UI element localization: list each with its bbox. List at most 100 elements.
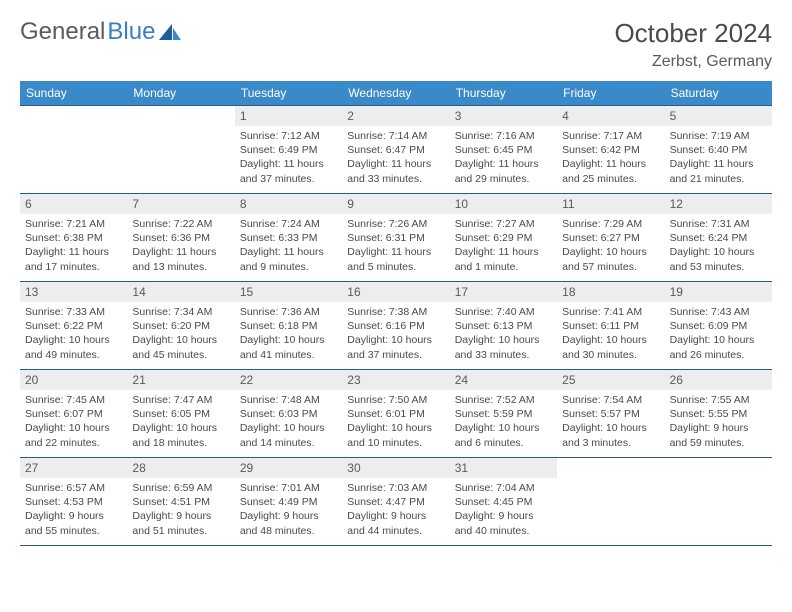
day-content: Sunrise: 7:43 AMSunset: 6:09 PMDaylight:… — [665, 302, 772, 368]
weekday-header: Tuesday — [235, 81, 250, 105]
day-number: 26 — [665, 370, 772, 390]
day-cell: 11Sunrise: 7:29 AMSunset: 6:27 PMDayligh… — [557, 194, 664, 282]
day-content: Sunrise: 6:59 AMSunset: 4:51 PMDaylight:… — [127, 478, 234, 544]
day-content: Sunrise: 7:33 AMSunset: 6:22 PMDaylight:… — [20, 302, 127, 368]
weekday-header: Sunday — [20, 81, 35, 105]
empty-cell — [665, 458, 772, 546]
day-number: 24 — [450, 370, 557, 390]
day-cell: 26Sunrise: 7:55 AMSunset: 5:55 PMDayligh… — [665, 370, 772, 458]
day-cell: 7Sunrise: 7:22 AMSunset: 6:36 PMDaylight… — [127, 194, 234, 282]
day-number: 3 — [450, 106, 557, 126]
day-content: Sunrise: 7:27 AMSunset: 6:29 PMDaylight:… — [450, 214, 557, 280]
day-cell: 8Sunrise: 7:24 AMSunset: 6:33 PMDaylight… — [235, 194, 342, 282]
day-number: 27 — [20, 458, 127, 478]
day-number: 22 — [235, 370, 342, 390]
day-number: 31 — [450, 458, 557, 478]
day-number: 11 — [557, 194, 664, 214]
calendar-page: GeneralBlue October 2024 Zerbst, Germany… — [0, 0, 792, 546]
day-cell: 16Sunrise: 7:38 AMSunset: 6:16 PMDayligh… — [342, 282, 449, 370]
day-number: 14 — [127, 282, 234, 302]
empty-cell — [557, 458, 664, 546]
day-number: 2 — [342, 106, 449, 126]
day-number: 18 — [557, 282, 664, 302]
day-cell: 6Sunrise: 7:21 AMSunset: 6:38 PMDaylight… — [20, 194, 127, 282]
day-number: 8 — [235, 194, 342, 214]
empty-cell — [20, 106, 127, 194]
day-number: 16 — [342, 282, 449, 302]
weekday-header: Monday — [127, 81, 142, 105]
day-content: Sunrise: 6:57 AMSunset: 4:53 PMDaylight:… — [20, 478, 127, 544]
month-title: October 2024 — [614, 18, 772, 49]
day-cell: 17Sunrise: 7:40 AMSunset: 6:13 PMDayligh… — [450, 282, 557, 370]
title-block: October 2024 Zerbst, Germany — [614, 18, 772, 71]
day-content: Sunrise: 7:40 AMSunset: 6:13 PMDaylight:… — [450, 302, 557, 368]
day-number: 19 — [665, 282, 772, 302]
day-content: Sunrise: 7:50 AMSunset: 6:01 PMDaylight:… — [342, 390, 449, 456]
day-number: 28 — [127, 458, 234, 478]
location: Zerbst, Germany — [614, 53, 772, 71]
day-number: 4 — [557, 106, 664, 126]
day-cell: 15Sunrise: 7:36 AMSunset: 6:18 PMDayligh… — [235, 282, 342, 370]
logo-sail-icon — [157, 22, 183, 42]
calendar-grid: 1Sunrise: 7:12 AMSunset: 6:49 PMDaylight… — [20, 106, 772, 546]
day-cell: 18Sunrise: 7:41 AMSunset: 6:11 PMDayligh… — [557, 282, 664, 370]
day-content: Sunrise: 7:47 AMSunset: 6:05 PMDaylight:… — [127, 390, 234, 456]
day-number: 29 — [235, 458, 342, 478]
day-number: 1 — [235, 106, 342, 126]
logo: GeneralBlue — [20, 18, 183, 46]
day-cell: 10Sunrise: 7:27 AMSunset: 6:29 PMDayligh… — [450, 194, 557, 282]
day-content: Sunrise: 7:14 AMSunset: 6:47 PMDaylight:… — [342, 126, 449, 192]
day-cell: 13Sunrise: 7:33 AMSunset: 6:22 PMDayligh… — [20, 282, 127, 370]
day-number: 21 — [127, 370, 234, 390]
day-number: 6 — [20, 194, 127, 214]
day-number: 5 — [665, 106, 772, 126]
day-content: Sunrise: 7:16 AMSunset: 6:45 PMDaylight:… — [450, 126, 557, 192]
day-content: Sunrise: 7:03 AMSunset: 4:47 PMDaylight:… — [342, 478, 449, 544]
day-content: Sunrise: 7:52 AMSunset: 5:59 PMDaylight:… — [450, 390, 557, 456]
day-cell: 23Sunrise: 7:50 AMSunset: 6:01 PMDayligh… — [342, 370, 449, 458]
day-content: Sunrise: 7:29 AMSunset: 6:27 PMDaylight:… — [557, 214, 664, 280]
empty-cell — [127, 106, 234, 194]
day-cell: 12Sunrise: 7:31 AMSunset: 6:24 PMDayligh… — [665, 194, 772, 282]
day-content: Sunrise: 7:55 AMSunset: 5:55 PMDaylight:… — [665, 390, 772, 456]
day-cell: 29Sunrise: 7:01 AMSunset: 4:49 PMDayligh… — [235, 458, 342, 546]
day-content: Sunrise: 7:34 AMSunset: 6:20 PMDaylight:… — [127, 302, 234, 368]
weekday-header: Thursday — [450, 81, 465, 105]
day-content: Sunrise: 7:31 AMSunset: 6:24 PMDaylight:… — [665, 214, 772, 280]
day-number: 15 — [235, 282, 342, 302]
day-cell: 31Sunrise: 7:04 AMSunset: 4:45 PMDayligh… — [450, 458, 557, 546]
day-cell: 28Sunrise: 6:59 AMSunset: 4:51 PMDayligh… — [127, 458, 234, 546]
day-cell: 20Sunrise: 7:45 AMSunset: 6:07 PMDayligh… — [20, 370, 127, 458]
day-cell: 22Sunrise: 7:48 AMSunset: 6:03 PMDayligh… — [235, 370, 342, 458]
day-content: Sunrise: 7:01 AMSunset: 4:49 PMDaylight:… — [235, 478, 342, 544]
weekday-header: Wednesday — [342, 81, 357, 105]
day-content: Sunrise: 7:48 AMSunset: 6:03 PMDaylight:… — [235, 390, 342, 456]
logo-text-gray: General — [20, 18, 105, 46]
day-cell: 21Sunrise: 7:47 AMSunset: 6:05 PMDayligh… — [127, 370, 234, 458]
day-number: 23 — [342, 370, 449, 390]
day-number: 30 — [342, 458, 449, 478]
day-number: 13 — [20, 282, 127, 302]
day-content: Sunrise: 7:36 AMSunset: 6:18 PMDaylight:… — [235, 302, 342, 368]
day-cell: 14Sunrise: 7:34 AMSunset: 6:20 PMDayligh… — [127, 282, 234, 370]
day-content: Sunrise: 7:41 AMSunset: 6:11 PMDaylight:… — [557, 302, 664, 368]
day-cell: 5Sunrise: 7:19 AMSunset: 6:40 PMDaylight… — [665, 106, 772, 194]
day-content: Sunrise: 7:26 AMSunset: 6:31 PMDaylight:… — [342, 214, 449, 280]
weekday-header: Friday — [557, 81, 572, 105]
day-number: 9 — [342, 194, 449, 214]
day-cell: 2Sunrise: 7:14 AMSunset: 6:47 PMDaylight… — [342, 106, 449, 194]
day-content: Sunrise: 7:21 AMSunset: 6:38 PMDaylight:… — [20, 214, 127, 280]
day-number: 12 — [665, 194, 772, 214]
day-content: Sunrise: 7:22 AMSunset: 6:36 PMDaylight:… — [127, 214, 234, 280]
day-content: Sunrise: 7:24 AMSunset: 6:33 PMDaylight:… — [235, 214, 342, 280]
day-number: 20 — [20, 370, 127, 390]
day-cell: 27Sunrise: 6:57 AMSunset: 4:53 PMDayligh… — [20, 458, 127, 546]
day-cell: 9Sunrise: 7:26 AMSunset: 6:31 PMDaylight… — [342, 194, 449, 282]
page-header: GeneralBlue October 2024 Zerbst, Germany — [20, 18, 772, 71]
weekday-header: Saturday — [665, 81, 680, 105]
day-number: 7 — [127, 194, 234, 214]
day-content: Sunrise: 7:04 AMSunset: 4:45 PMDaylight:… — [450, 478, 557, 544]
day-content: Sunrise: 7:54 AMSunset: 5:57 PMDaylight:… — [557, 390, 664, 456]
day-content: Sunrise: 7:19 AMSunset: 6:40 PMDaylight:… — [665, 126, 772, 192]
logo-text-blue: Blue — [107, 18, 155, 46]
